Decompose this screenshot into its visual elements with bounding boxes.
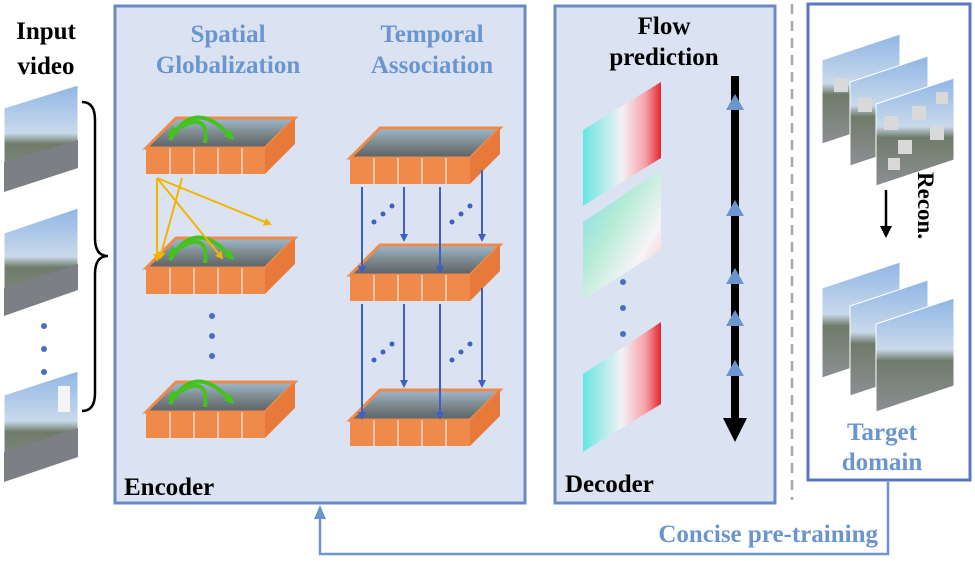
encoder-panel: Spatial Globalization Temporal Associati… xyxy=(113,4,527,505)
recon-arrow xyxy=(880,190,892,238)
reconstructed-target-frames xyxy=(821,261,955,413)
encoder-label: Encoder xyxy=(124,474,214,501)
ellipsis-dots xyxy=(620,279,626,337)
temporal-token-block xyxy=(346,126,504,184)
spatial-title-line1: Spatial xyxy=(190,21,265,48)
input-title-line2: video xyxy=(18,53,75,80)
temporal-title-line1: Temporal xyxy=(380,21,483,48)
flow-map xyxy=(583,170,661,300)
flow-map xyxy=(583,322,661,452)
recon-label: Recon. xyxy=(913,172,938,239)
input-title-line1: Input xyxy=(16,18,76,45)
decoder-label: Decoder xyxy=(565,471,654,498)
spatial-token-block xyxy=(142,115,299,174)
input-frame xyxy=(3,207,79,317)
input-frame xyxy=(3,370,79,483)
spatial-yellow-arrows xyxy=(153,177,272,262)
temporal-title-line2: Association xyxy=(371,52,493,79)
input-frame xyxy=(3,84,79,193)
input-video-section: Input video xyxy=(3,18,109,483)
ellipsis-dots xyxy=(371,203,473,363)
target-domain-panel: Recon. Target domain xyxy=(806,2,972,482)
pretraining-label: Concise pre-training xyxy=(658,521,878,548)
decoder-stack-arrow xyxy=(723,76,747,442)
ellipsis-dots xyxy=(41,323,47,375)
temporal-token-block xyxy=(346,388,504,446)
target-title-line2: domain xyxy=(842,449,923,476)
decoder-panel: Flow prediction Decoder xyxy=(553,4,777,505)
temporal-blue-arrows xyxy=(358,170,486,420)
flow-title-line1: Flow xyxy=(638,13,691,40)
input-brace xyxy=(81,100,109,413)
pretraining-feedback-arrow xyxy=(314,482,890,556)
spatial-token-block xyxy=(142,379,299,438)
spatial-token-block xyxy=(142,235,299,294)
target-title-line1: Target xyxy=(847,419,918,446)
temporal-token-block xyxy=(346,243,504,301)
masked-target-frames xyxy=(821,33,955,187)
flow-title-line2: prediction xyxy=(609,44,718,71)
spatial-title-line2: Globalization xyxy=(156,52,301,79)
ellipsis-dots xyxy=(209,313,215,359)
flow-map xyxy=(583,82,661,206)
